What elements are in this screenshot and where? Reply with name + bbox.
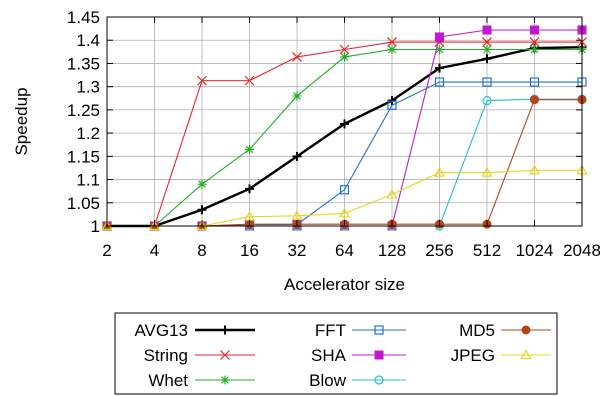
legend-label: String bbox=[144, 346, 188, 365]
y-tick-label: 1.05 bbox=[67, 194, 100, 213]
y-tick-label: 1.35 bbox=[67, 54, 100, 73]
data-point bbox=[434, 77, 445, 87]
legend: AVG13 String Whet FFT SHA Blow MD5 JPEG bbox=[114, 312, 558, 395]
y-tick-label: 1.15 bbox=[67, 147, 100, 166]
x-tick-label: 8 bbox=[197, 241, 206, 260]
legend-box bbox=[114, 312, 558, 395]
y-tick-label: 1.45 bbox=[67, 8, 100, 27]
data-point bbox=[482, 54, 492, 64]
data-point bbox=[481, 166, 493, 177]
data-point bbox=[339, 185, 350, 195]
legend-label: AVG13 bbox=[134, 321, 188, 340]
x-tick-label: 32 bbox=[288, 241, 307, 260]
data-point bbox=[528, 164, 541, 175]
y-tick-label: 1.3 bbox=[76, 78, 100, 97]
data-point bbox=[387, 45, 397, 55]
x-tick-label: 128 bbox=[378, 241, 406, 260]
legend-entry-md5: MD5 bbox=[459, 321, 551, 340]
x-tick-label: 512 bbox=[473, 241, 501, 260]
data-point bbox=[387, 96, 397, 106]
data-point bbox=[482, 37, 492, 48]
legend-label: FFT bbox=[315, 321, 346, 340]
data-point bbox=[340, 119, 349, 129]
legend-swatch-marker bbox=[520, 349, 532, 360]
x-tick-label: 2 bbox=[102, 241, 111, 260]
legend-entry-whet: Whet bbox=[148, 371, 255, 390]
data-point bbox=[292, 52, 302, 62]
legend-label: JPEG bbox=[451, 346, 495, 365]
legend-label: Whet bbox=[148, 371, 188, 390]
x-tick-label: 4 bbox=[150, 241, 159, 260]
legend-label: SHA bbox=[311, 346, 347, 365]
legend-label: Blow bbox=[309, 371, 347, 390]
data-point bbox=[435, 32, 444, 42]
data-point bbox=[340, 52, 349, 62]
data-point bbox=[433, 166, 446, 177]
x-axis-ticks: 2 4 8 16 32 64 128 256 512 1024 2048 bbox=[102, 17, 600, 260]
data-point bbox=[482, 25, 492, 35]
x-tick-label: 256 bbox=[425, 241, 453, 260]
x-axis-label: Accelerator size bbox=[284, 275, 405, 294]
data-point bbox=[530, 25, 539, 35]
data-point bbox=[387, 37, 397, 48]
legend-entry-jpeg: JPEG bbox=[451, 346, 551, 365]
legend-swatch-marker bbox=[220, 350, 230, 360]
data-point bbox=[245, 144, 254, 154]
legend-entry-avg13: AVG13 bbox=[134, 321, 255, 340]
data-point bbox=[435, 63, 444, 73]
data-point bbox=[338, 207, 351, 218]
y-tick-label: 1.25 bbox=[67, 101, 100, 120]
legend-entry-blow: Blow bbox=[309, 371, 406, 390]
data-point bbox=[482, 77, 492, 87]
legend-swatch-marker bbox=[374, 375, 384, 385]
x-tick-label: 64 bbox=[335, 241, 354, 260]
data-point bbox=[530, 95, 539, 105]
data-point bbox=[197, 179, 207, 189]
legend-swatch-marker bbox=[220, 375, 230, 385]
legend-entry-sha: SHA bbox=[311, 346, 406, 365]
data-point bbox=[197, 75, 207, 86]
legend-entry-fft: FFT bbox=[315, 321, 406, 340]
y-axis-ticks: 1 1.05 1.1 1.15 1.2 1.25 1.3 1.35 1.4 1.45 bbox=[67, 8, 582, 236]
data-point bbox=[197, 205, 207, 215]
y-axis-label: Speedup bbox=[12, 87, 31, 155]
y-tick-label: 1.1 bbox=[76, 171, 100, 190]
data-point bbox=[530, 45, 539, 55]
x-tick-label: 1024 bbox=[516, 241, 554, 260]
data-point bbox=[292, 151, 302, 161]
data-point bbox=[529, 77, 540, 87]
x-tick-label: 16 bbox=[240, 241, 259, 260]
y-tick-label: 1.4 bbox=[76, 31, 100, 50]
legend-swatch-marker bbox=[374, 325, 384, 335]
data-point bbox=[292, 91, 302, 101]
data-point bbox=[244, 75, 255, 86]
legend-label: MD5 bbox=[459, 321, 495, 340]
y-tick-label: 1 bbox=[91, 217, 100, 236]
y-tick-label: 1.2 bbox=[76, 124, 100, 143]
data-point bbox=[339, 44, 350, 55]
data-point bbox=[435, 45, 444, 55]
legend-swatch-marker bbox=[521, 325, 531, 335]
data-point bbox=[386, 188, 398, 199]
data-point bbox=[482, 45, 492, 55]
legend-swatch-marker bbox=[374, 350, 384, 360]
data-point bbox=[245, 184, 254, 194]
legend-entry-string: String bbox=[144, 346, 255, 365]
legend-swatch-marker bbox=[220, 325, 230, 335]
data-point bbox=[291, 210, 303, 220]
data-point bbox=[529, 37, 540, 48]
data-point bbox=[482, 95, 492, 106]
x-tick-label: 2048 bbox=[563, 241, 600, 260]
data-point bbox=[387, 100, 397, 110]
